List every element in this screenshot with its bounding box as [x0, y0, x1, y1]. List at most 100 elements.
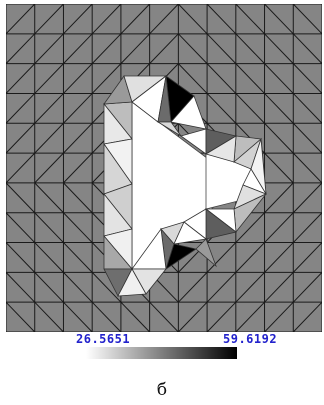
mesh-edge — [63, 4, 93, 35]
mesh-edge — [178, 301, 208, 332]
mesh-edge — [149, 301, 179, 332]
mesh-edge — [264, 272, 294, 303]
mesh-edge — [178, 33, 208, 64]
mesh-edge — [264, 33, 294, 64]
mesh-edge — [120, 33, 150, 64]
mesh-edge — [6, 182, 36, 214]
mesh-edge — [206, 301, 237, 332]
mesh-edge — [120, 301, 150, 332]
mesh-edge — [264, 63, 294, 94]
mesh-edge — [63, 301, 93, 332]
colorbar-max-label: 59.6192 — [223, 332, 278, 346]
mesh-edge — [91, 301, 122, 332]
mesh-edge — [63, 93, 93, 124]
mesh-boundary-elements — [103, 75, 268, 297]
mesh-edge — [292, 122, 322, 154]
boundary-tri — [165, 243, 197, 270]
mesh-edge — [6, 272, 36, 303]
mesh-edge — [6, 212, 36, 243]
mesh-edge — [63, 33, 93, 64]
mesh-edge — [292, 272, 322, 303]
mesh-edge — [264, 242, 294, 273]
boundary-tri — [156, 121, 182, 137]
mesh-edge — [6, 33, 36, 64]
mesh-edge — [206, 63, 237, 94]
mesh-edge — [235, 212, 265, 243]
mesh-edge — [34, 33, 64, 64]
mesh-edge — [34, 242, 64, 273]
mesh-edge — [91, 4, 122, 35]
mesh-edge — [63, 182, 93, 214]
mesh-edge — [91, 33, 122, 64]
mesh-edge — [178, 272, 208, 303]
mesh-edge — [34, 152, 64, 184]
mesh-edge — [235, 272, 265, 303]
mesh-edge — [178, 4, 208, 35]
mesh-edge — [34, 4, 64, 35]
boundary-tri — [170, 95, 207, 130]
mesh-edge — [91, 63, 122, 94]
mesh-edge — [120, 4, 150, 35]
mesh-edge — [292, 182, 322, 214]
mesh-edge — [6, 4, 36, 35]
mesh-edge — [6, 93, 36, 124]
mesh-edge — [292, 212, 322, 243]
mesh-edge — [206, 4, 237, 35]
mesh-edge — [292, 33, 322, 64]
colorbar-gradient — [86, 347, 237, 359]
mesh-edge — [6, 301, 36, 332]
boundary-tri — [195, 238, 217, 268]
mesh-edge — [34, 182, 64, 214]
mesh-edge — [63, 122, 93, 154]
mesh-edge — [63, 63, 93, 94]
mesh-edge — [264, 4, 294, 35]
boundary-tri — [173, 221, 207, 245]
mesh-edge — [63, 212, 93, 243]
mesh-edge — [206, 272, 237, 303]
mesh-edge — [206, 33, 237, 64]
mesh-edge — [292, 4, 322, 35]
figure-caption: б — [156, 380, 168, 400]
mesh-edge — [292, 152, 322, 184]
mesh-edge — [292, 93, 322, 124]
mesh-edge — [235, 301, 265, 332]
mesh-edge — [235, 4, 265, 35]
mesh-edge — [264, 182, 294, 214]
mesh-edge — [63, 242, 93, 273]
mesh-edge — [235, 33, 265, 64]
mesh-edge — [6, 152, 36, 184]
mesh-edge — [6, 63, 36, 94]
mesh-edge — [264, 301, 294, 332]
mesh-edge — [235, 93, 265, 124]
mesh-edge — [149, 33, 179, 64]
mesh-edge — [264, 122, 294, 154]
mesh-edge — [34, 301, 64, 332]
mesh-edge — [235, 63, 265, 94]
mesh-edge — [63, 152, 93, 184]
boundary-tri — [205, 135, 237, 163]
colorbar-min-label: 26.5651 — [76, 332, 131, 346]
mesh-edge — [34, 122, 64, 154]
mesh-edge — [235, 242, 265, 273]
triangular-mesh — [6, 4, 322, 332]
mesh-edge — [6, 242, 36, 273]
mesh-edge — [292, 301, 322, 332]
mesh-edge — [206, 242, 237, 273]
mesh-edge — [63, 272, 93, 303]
mesh-edge — [264, 152, 294, 184]
mesh-edge — [34, 212, 64, 243]
mesh-edge — [206, 93, 237, 124]
mesh-edge — [34, 272, 64, 303]
mesh-edge — [178, 63, 208, 94]
mesh-edge — [149, 4, 179, 35]
mesh-edge — [34, 93, 64, 124]
mesh-edge — [292, 242, 322, 273]
boundary-tri — [117, 268, 147, 297]
mesh-edge — [292, 63, 322, 94]
mesh-edge — [6, 122, 36, 154]
mesh-edge — [91, 272, 122, 303]
mesh-edge — [264, 212, 294, 243]
mesh-edge — [264, 93, 294, 124]
mesh-edge — [34, 63, 64, 94]
